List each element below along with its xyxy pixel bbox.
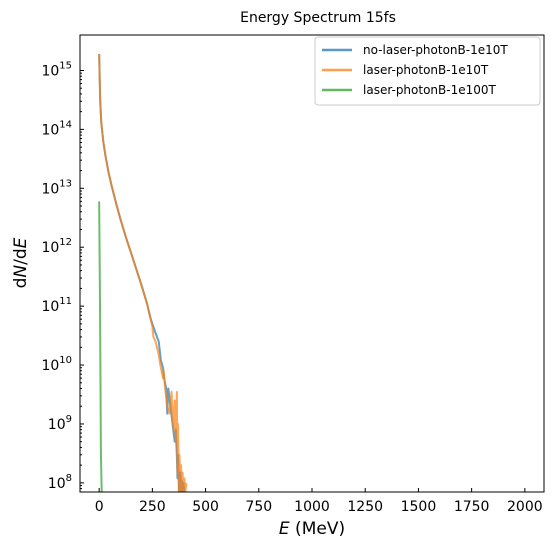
y-tick-label: 108 [48,473,72,492]
x-tick-label: 1250 [347,499,383,515]
y-tick-label: 1011 [41,296,72,315]
legend-label-2: laser-photonB-1e100T [363,83,497,97]
legend-label-1: laser-photonB-1e10T [363,63,489,77]
x-tick-label: 1750 [454,499,490,515]
y-tick-label: 1014 [41,119,72,138]
x-tick-label: 1000 [294,499,330,515]
x-axis-ticks: 0 250 500 750 1000 1250 1500 1750 2000 [95,488,543,515]
legend-label-0: no-laser-photonB-1e10T [363,43,508,57]
x-tick-label: 1500 [401,499,437,515]
x-tick-label: 750 [245,499,272,515]
legend: no-laser-photonB-1e10T laser-photonB-1e10… [314,36,541,106]
series-line-2 [98,201,103,492]
series-layer [98,54,188,492]
x-axis-title: E (MeV) [279,519,345,539]
y-tick-label: 1013 [41,178,72,197]
y-tick-label: 1010 [41,355,72,374]
y-tick-label: 1012 [41,237,72,256]
y-axis-ticks: 108 109 1010 1011 1012 1013 1014 1015 [41,60,84,493]
y-axis-title: dN/dE [11,237,31,288]
x-tick-label: 500 [192,499,219,515]
y-tick-label: 1015 [41,60,72,79]
y-tick-label: 109 [48,414,72,433]
x-tick-label: 2000 [507,499,543,515]
chart-title: Energy Spectrum 15fs [240,10,396,26]
legend-box [314,36,541,106]
x-tick-label: 0 [95,499,104,515]
series-line-1 [98,54,188,492]
x-tick-label: 250 [139,499,166,515]
